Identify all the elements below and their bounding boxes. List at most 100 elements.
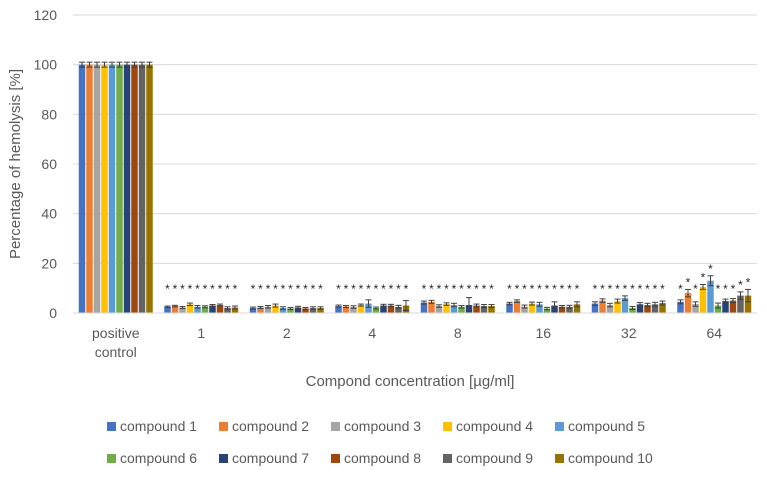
significance-star: *: [482, 282, 487, 296]
legend-swatch: [555, 422, 564, 431]
bar: [179, 307, 186, 313]
legend-swatch: [107, 422, 116, 431]
y-axis-title: Percentage of hemolysis [%]: [7, 69, 24, 259]
significance-star: *: [359, 282, 364, 296]
y-tick-label: 120: [34, 7, 58, 23]
legend-label: compound 6: [120, 450, 197, 466]
bar: [729, 300, 737, 313]
bar: [629, 308, 636, 313]
significance-star: *: [225, 282, 230, 296]
bar: [714, 305, 722, 313]
bar: [480, 306, 488, 313]
significance-star: *: [638, 282, 643, 296]
bar: [194, 306, 201, 313]
significance-star: *: [389, 282, 394, 296]
significance-star: *: [731, 282, 736, 296]
significance-star: *: [311, 282, 316, 296]
significance-star: *: [303, 282, 308, 296]
significance-star: *: [653, 282, 658, 296]
x-tick-label: 1: [197, 325, 205, 341]
legend-label: compound 7: [232, 450, 309, 466]
bar: [558, 306, 566, 313]
bar: [146, 64, 153, 314]
bar: [566, 306, 573, 313]
x-tick-label: control: [95, 344, 137, 360]
bar: [372, 308, 380, 313]
significance-star: *: [507, 282, 512, 296]
significance-star: *: [701, 270, 706, 284]
significance-star: *: [678, 282, 683, 296]
legend-swatch: [443, 454, 452, 463]
significance-star: *: [422, 282, 427, 296]
significance-star: *: [351, 282, 356, 296]
significance-star: *: [489, 282, 494, 296]
bar: [249, 308, 257, 313]
bar: [365, 303, 372, 313]
significance-star: *: [593, 282, 598, 296]
legend-swatch: [443, 422, 452, 431]
y-axis-ticks: 0 20 40 60 80 100 120: [34, 7, 58, 321]
legend-swatch: [107, 454, 116, 463]
significance-star: *: [515, 282, 520, 296]
significance-star: *: [165, 282, 170, 296]
bar: [677, 301, 684, 313]
legend: compound 1 compound 2 compound 3 compound 4…: [107, 418, 653, 466]
significance-star: *: [738, 278, 743, 292]
significance-star: *: [630, 282, 635, 296]
bar: [101, 64, 108, 314]
bar: [138, 64, 146, 314]
bar: [317, 308, 324, 313]
bar: [614, 301, 621, 313]
legend-label: compound 3: [344, 418, 421, 434]
bar: [342, 306, 350, 313]
y-tick-label: 40: [41, 206, 57, 222]
significance-star: *: [560, 282, 565, 296]
bar: [606, 305, 614, 313]
significance-star: *: [615, 282, 620, 296]
bar: [506, 303, 513, 313]
bar: [473, 305, 480, 313]
significance-star: *: [716, 282, 721, 296]
significance-star: *: [266, 282, 271, 296]
bar: [573, 304, 581, 313]
legend-label: compound 2: [232, 418, 309, 434]
bar: [380, 305, 387, 313]
bar: [387, 305, 395, 313]
bar: [224, 308, 231, 313]
error-bars: [79, 61, 751, 314]
significance-star: *: [396, 282, 401, 296]
x-tick-label: 4: [368, 325, 376, 341]
significance-star: *: [452, 282, 457, 296]
bar: [131, 64, 138, 314]
legend-swatch: [219, 422, 228, 431]
significance-star: *: [474, 282, 479, 296]
bar: [450, 305, 458, 313]
significance-star: *: [537, 282, 542, 296]
bar: [684, 293, 692, 313]
bar: [521, 306, 528, 313]
legend-label: compound 8: [344, 450, 421, 466]
bar: [231, 307, 239, 313]
significance-star: *: [608, 282, 613, 296]
significance-star: *: [746, 275, 751, 289]
bar: [599, 300, 606, 313]
bar: [123, 64, 131, 314]
x-tick-label: 32: [621, 325, 637, 341]
bar: [171, 306, 179, 313]
bar: [536, 304, 543, 313]
significance-star: *: [530, 282, 535, 296]
bar: [309, 308, 317, 313]
bar: [186, 304, 194, 313]
significance-star: *: [459, 282, 464, 296]
bar: [201, 306, 209, 313]
bar: [458, 306, 465, 313]
significance-star: *: [374, 282, 379, 296]
significance-star: *: [552, 282, 557, 296]
legend-swatch: [555, 454, 564, 463]
bar: [116, 64, 123, 314]
bars: [78, 64, 752, 314]
bar: [93, 64, 101, 314]
bar: [744, 295, 752, 313]
legend-label: compound 9: [456, 450, 533, 466]
